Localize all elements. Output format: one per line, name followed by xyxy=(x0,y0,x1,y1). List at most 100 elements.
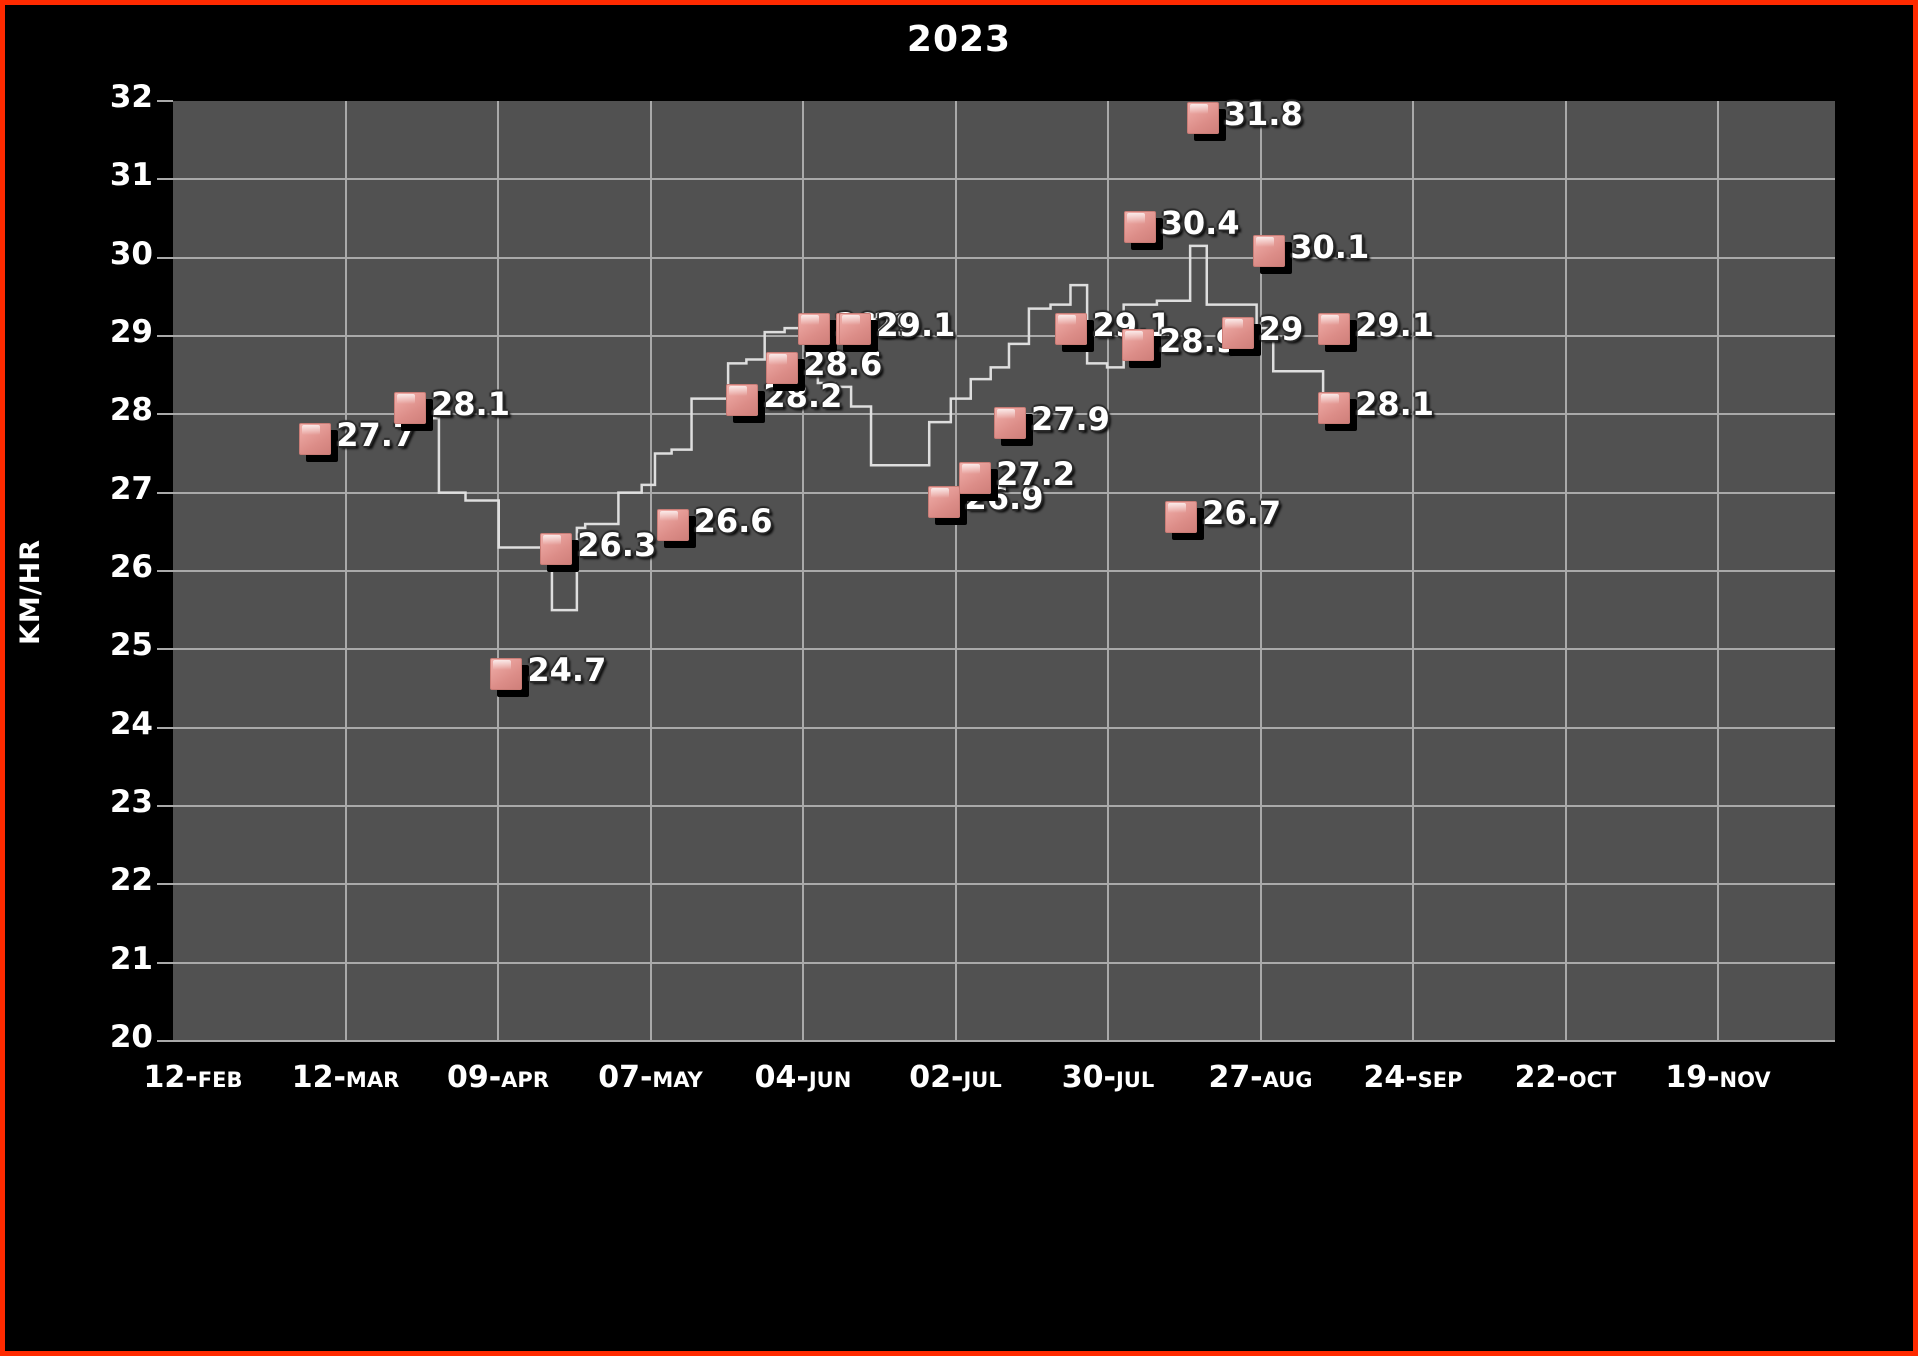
data-point-marker[interactable] xyxy=(1123,211,1156,244)
x-axis-tick-label: 19-Nov xyxy=(1665,1060,1771,1095)
data-point-marker[interactable] xyxy=(540,532,573,565)
x-axis-tick-label: 02-Jul xyxy=(909,1060,1002,1095)
data-point-marker[interactable] xyxy=(797,313,830,346)
data-point-marker[interactable] xyxy=(1186,101,1219,134)
y-axis-tick-label: 23 xyxy=(109,784,153,820)
gridline-horizontal xyxy=(173,726,1835,729)
data-point-marker[interactable] xyxy=(927,485,960,518)
x-axis-tick-label: 12-Feb xyxy=(143,1060,243,1095)
y-axis-tick-mark xyxy=(157,413,173,416)
data-point-marker[interactable] xyxy=(394,391,426,424)
x-axis-tick-label: 04-Jun xyxy=(754,1060,852,1095)
x-axis-tick-label: 09-Apr xyxy=(446,1060,549,1095)
gridline-vertical xyxy=(497,101,499,1041)
data-point-marker[interactable] xyxy=(1165,501,1198,534)
data-point-marker[interactable] xyxy=(490,657,523,690)
data-point-label: 26.6 xyxy=(693,502,773,540)
y-axis-tick-label: 32 xyxy=(109,79,153,115)
gridline-horizontal xyxy=(173,335,1835,337)
data-point-label: 28.1 xyxy=(1355,384,1435,423)
gridline-horizontal xyxy=(173,961,1835,964)
y-axis-tick-mark xyxy=(157,178,173,181)
y-axis-tick-mark xyxy=(157,491,173,494)
data-point-marker[interactable] xyxy=(959,462,992,494)
gridline-vertical xyxy=(802,101,804,1041)
data-point-marker[interactable] xyxy=(1121,328,1154,361)
y-axis-tick-label: 29 xyxy=(109,314,153,350)
x-axis-tick-label: 27-Aug xyxy=(1208,1060,1313,1095)
data-point-label: 27.9 xyxy=(1030,400,1110,439)
y-axis-tick-mark xyxy=(157,726,173,729)
y-axis-tick-label: 30 xyxy=(109,235,153,272)
data-point-label: 29.1 xyxy=(876,306,956,345)
y-axis-tick-mark xyxy=(157,961,173,964)
x-axis-tick-label: 24-Sep xyxy=(1363,1060,1463,1095)
y-axis-tick-label: 20 xyxy=(109,1019,153,1055)
series-step-line xyxy=(409,244,1357,612)
data-point-label: 26.3 xyxy=(577,525,657,564)
y-axis-tick-mark xyxy=(157,100,173,102)
gridline-vertical xyxy=(1107,101,1109,1041)
x-axis-tick-label: 07-May xyxy=(598,1060,703,1095)
gridline-vertical xyxy=(1259,101,1262,1041)
gridline-horizontal xyxy=(173,178,1835,181)
x-axis-tick-group: 12-Feb 12-Mar 09-Apr 07-May 04-Jun 02-Jul 30-J… xyxy=(144,1060,1835,1120)
gridline-horizontal xyxy=(173,883,1835,886)
y-axis-tick-mark xyxy=(157,335,173,337)
y-axis-tick-mark xyxy=(157,256,173,259)
x-axis-tick-label: 12-Mar xyxy=(291,1060,400,1095)
data-point-label: 29 xyxy=(1258,310,1304,349)
data-point-label: 28.1 xyxy=(431,384,510,423)
data-point-marker[interactable] xyxy=(1253,234,1286,267)
y-axis-tick-mark xyxy=(157,883,173,886)
gridline-horizontal xyxy=(173,491,1835,494)
y-axis-tick-label: 31 xyxy=(109,157,153,194)
data-point-marker[interactable] xyxy=(993,407,1026,440)
data-point-marker[interactable] xyxy=(1055,313,1088,346)
data-point-marker[interactable] xyxy=(656,509,689,541)
y-axis-tick-label: 25 xyxy=(109,627,153,664)
gridline-vertical xyxy=(649,101,652,1041)
gridline-vertical xyxy=(1717,101,1719,1041)
data-point-label: 26.7 xyxy=(1202,494,1282,533)
plot-area: 27.7 28.1 24.7 26.3 26.6 28.2 28.6 29.1 29 29.1 26… xyxy=(173,95,1835,1042)
data-point-marker[interactable] xyxy=(1318,313,1351,346)
data-point-marker[interactable] xyxy=(726,383,759,416)
y-axis-tick-label: 22 xyxy=(109,862,153,899)
data-point-marker[interactable] xyxy=(839,313,872,346)
data-point-label: 27.2 xyxy=(996,455,1076,493)
gridline-horizontal xyxy=(173,256,1835,259)
y-axis-tick-label: 24 xyxy=(109,705,153,742)
step-line-path xyxy=(409,244,1357,612)
gridline-vertical xyxy=(954,101,957,1041)
data-point-marker[interactable] xyxy=(766,352,799,385)
gridline-vertical xyxy=(344,101,347,1041)
gridline-vertical xyxy=(1412,101,1414,1041)
data-point-label: 31.8 xyxy=(1223,94,1303,133)
data-point-label: 28.6 xyxy=(803,345,883,384)
y-axis-tick-label: 27 xyxy=(109,470,153,507)
gridline-horizontal xyxy=(173,1040,1835,1042)
y-axis-tick-label: 26 xyxy=(109,549,153,585)
data-point-label: 29.1 xyxy=(1355,306,1435,345)
data-point-label: 30.4 xyxy=(1160,204,1240,243)
data-point-label: 30.1 xyxy=(1290,227,1370,266)
data-point-label: 29 xyxy=(873,306,918,345)
y-axis-tick-mark xyxy=(157,648,173,651)
y-axis-tick-label: 28 xyxy=(109,392,153,429)
data-point-label: 24.7 xyxy=(527,650,607,689)
data-point-marker[interactable] xyxy=(1318,391,1351,424)
y-axis-tick-mark xyxy=(157,805,173,807)
gridline-horizontal xyxy=(173,648,1835,651)
gridline-horizontal xyxy=(173,570,1835,572)
gridline-horizontal xyxy=(173,805,1835,807)
x-axis-tick-label: 30-Jul xyxy=(1061,1060,1155,1095)
data-point-marker[interactable] xyxy=(1221,317,1254,350)
y-axis-tick-label: 21 xyxy=(109,940,153,977)
y-axis-tick-mark xyxy=(157,1040,173,1042)
y-axis-tick-mark xyxy=(157,570,173,572)
data-point-marker[interactable] xyxy=(299,422,332,455)
x-axis-tick-label: 22-Oct xyxy=(1514,1060,1617,1095)
gridline-vertical xyxy=(1564,101,1567,1041)
